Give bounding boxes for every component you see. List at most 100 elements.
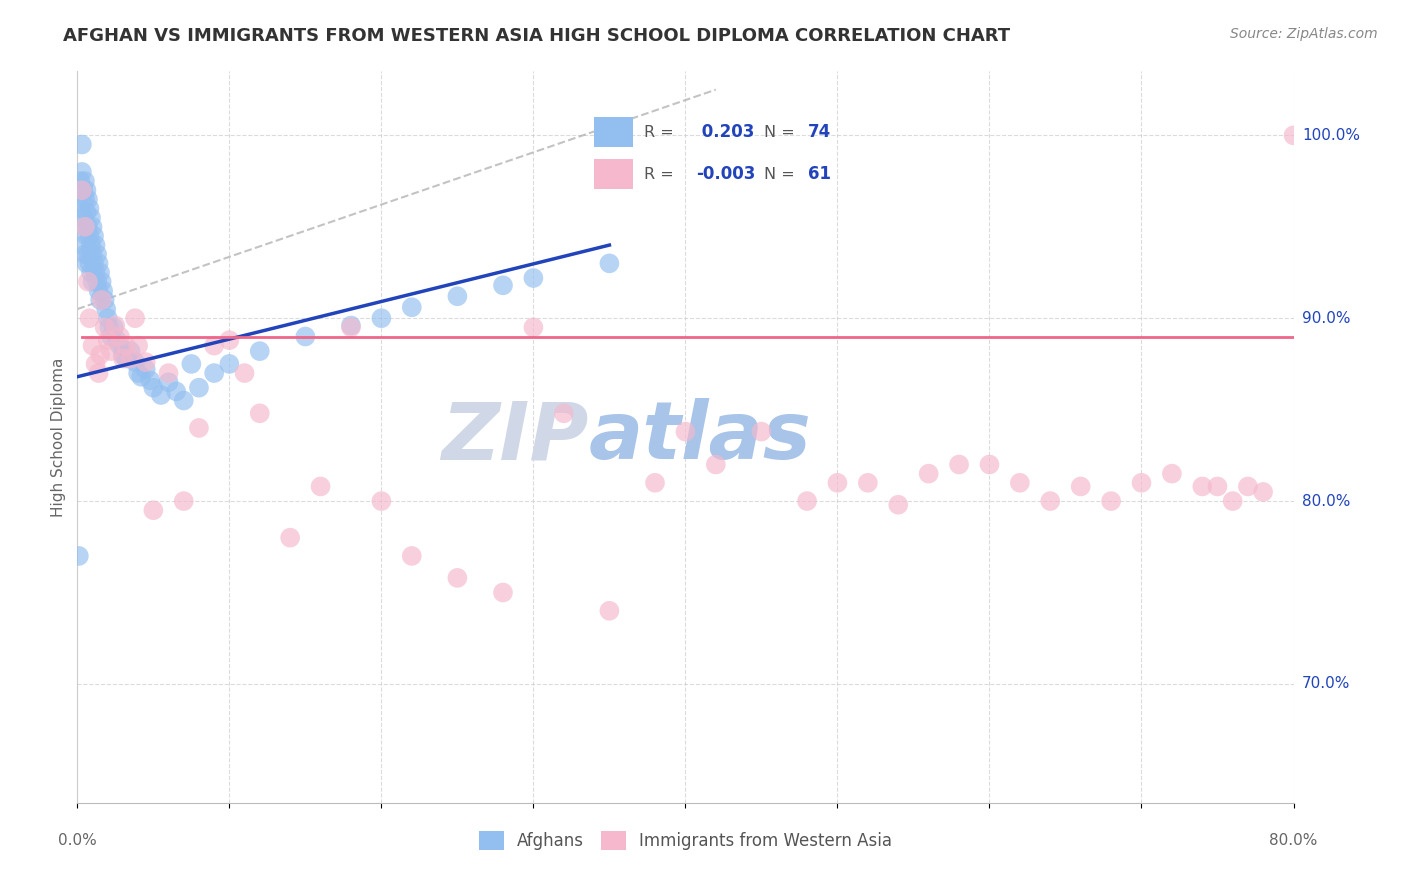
Point (105, 333, 128, 347)
Point (80, 265, 103, 279)
Point (79, 228, 101, 243)
Point (446, 571, 468, 585)
Point (127, 366, 149, 380)
Point (918, 467, 941, 481)
Point (1039, 494, 1062, 508)
Point (796, 494, 818, 508)
Point (142, 381, 165, 395)
Point (598, 604, 620, 618)
Point (87, 284, 110, 298)
Point (1070, 479, 1092, 493)
Text: R =: R = (644, 167, 679, 182)
Point (1251, 484, 1274, 499)
Point (80, 211, 103, 225)
Point (91, 284, 114, 298)
Point (70, 183, 93, 197)
Point (340, 318, 363, 333)
Point (401, 549, 423, 563)
Point (82, 338, 104, 352)
Point (948, 458, 970, 472)
Point (553, 406, 575, 420)
Point (75, 205, 97, 219)
Point (93, 293, 115, 307)
Point (139, 373, 162, 387)
Point (173, 494, 195, 508)
Point (84, 357, 107, 371)
Point (1206, 479, 1229, 493)
Point (87, 256, 110, 270)
Point (598, 256, 620, 270)
Point (115, 338, 138, 352)
Point (90, 275, 112, 289)
Point (70, 165, 93, 179)
Point (73, 192, 96, 206)
Text: 80.0%: 80.0% (1270, 833, 1317, 848)
Point (111, 348, 134, 362)
Point (180, 357, 202, 371)
Point (188, 381, 211, 395)
Point (75, 183, 97, 197)
Text: AFGHAN VS IMMIGRANTS FROM WESTERN ASIA HIGH SCHOOL DIPLOMA CORRELATION CHART: AFGHAN VS IMMIGRANTS FROM WESTERN ASIA H… (63, 27, 1011, 45)
Text: 74: 74 (808, 123, 831, 141)
Point (751, 425, 773, 439)
Point (93, 320, 115, 334)
Point (96, 301, 118, 317)
Point (142, 503, 165, 517)
Point (218, 333, 240, 347)
Point (309, 479, 332, 493)
Point (73, 174, 96, 188)
Point (82, 275, 104, 289)
Point (84, 238, 107, 252)
Point (1282, 128, 1305, 143)
Point (294, 329, 316, 343)
Point (90, 293, 112, 307)
Point (401, 300, 423, 314)
Point (1099, 494, 1122, 508)
Point (97, 333, 120, 347)
Point (80, 238, 103, 252)
Text: Source: ZipAtlas.com: Source: ZipAtlas.com (1230, 27, 1378, 41)
Point (202, 366, 225, 380)
Y-axis label: High School Diploma: High School Diploma (51, 358, 66, 516)
Point (492, 278, 515, 293)
Text: -0.003: -0.003 (696, 166, 755, 184)
Point (82, 247, 104, 261)
Point (79, 202, 101, 216)
Point (370, 494, 392, 508)
Point (83, 256, 105, 270)
Point (218, 357, 240, 371)
Text: 61: 61 (808, 166, 831, 184)
Point (188, 421, 211, 435)
Point (108, 329, 131, 343)
Point (149, 388, 172, 402)
Point (278, 531, 301, 545)
Point (115, 351, 138, 366)
Point (135, 355, 157, 369)
Text: ZIP: ZIP (440, 398, 588, 476)
Point (79, 256, 101, 270)
Point (165, 384, 187, 399)
Point (70, 137, 93, 152)
Point (124, 311, 146, 326)
Point (73, 219, 96, 234)
Point (129, 369, 152, 384)
Point (492, 585, 515, 599)
Point (72, 183, 94, 197)
Point (111, 351, 134, 366)
Point (100, 344, 122, 359)
Point (1008, 475, 1031, 490)
Point (100, 329, 122, 343)
Legend: Afghans, Immigrants from Western Asia: Afghans, Immigrants from Western Asia (472, 824, 898, 856)
Point (446, 289, 468, 303)
Point (97, 311, 120, 326)
Point (135, 362, 157, 376)
Point (104, 318, 127, 333)
Point (1130, 475, 1153, 490)
Point (127, 338, 149, 352)
Text: 70.0%: 70.0% (1302, 676, 1350, 691)
Text: 90.0%: 90.0% (1302, 310, 1350, 326)
Point (124, 355, 146, 369)
Point (79, 311, 101, 326)
Point (120, 351, 142, 366)
Text: 0.0%: 0.0% (58, 833, 97, 848)
